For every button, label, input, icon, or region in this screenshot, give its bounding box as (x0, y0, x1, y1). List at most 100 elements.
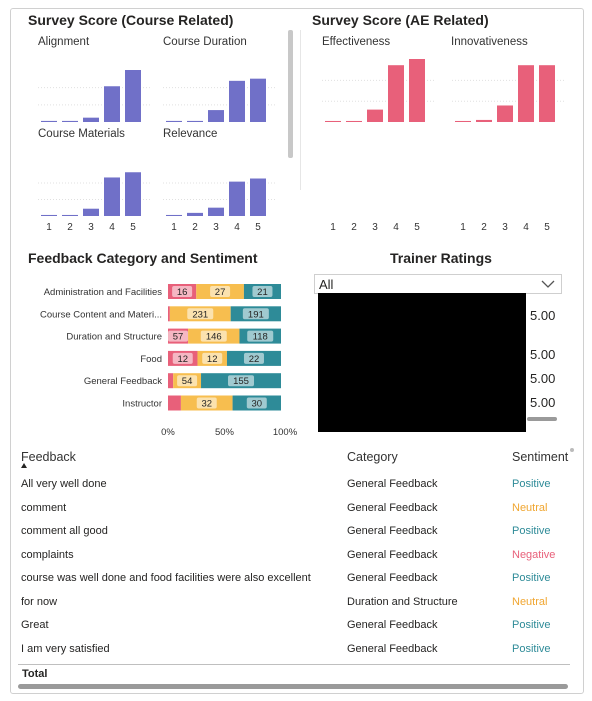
tick-label: 2 (67, 222, 73, 233)
score-bar[interactable] (497, 105, 513, 122)
score-bar[interactable] (166, 120, 182, 122)
x-tick-label: 0% (161, 427, 175, 438)
score-bar[interactable] (166, 214, 182, 216)
cell-feedback: comment all good (21, 525, 108, 537)
tick-label: 1 (460, 222, 466, 233)
cell-sentiment: Positive (512, 525, 551, 537)
data-label: 12 (177, 354, 188, 365)
column-header-sentiment[interactable]: Sentiment (512, 450, 569, 464)
tick-label: 4 (393, 222, 399, 233)
table-row[interactable]: course was well done and food facilities… (18, 568, 570, 591)
table-row[interactable]: Great General Feedback Positive (18, 615, 570, 638)
trainer-filter-value: All (319, 277, 334, 292)
score-bar[interactable] (325, 120, 341, 122)
data-label: 231 (192, 309, 208, 320)
mini-bar-chart: 1 2 3 4 5 (322, 59, 434, 233)
table-row[interactable]: comment all good General Feedback Positive (18, 521, 570, 544)
trainer-rating: 5.00 (530, 371, 556, 386)
tick-label: 3 (502, 222, 508, 233)
score-bar[interactable] (250, 78, 266, 122)
cell-feedback: Great (21, 619, 49, 631)
course-charts-scrollbar[interactable] (288, 30, 293, 158)
score-bar[interactable] (208, 207, 224, 216)
score-bar[interactable] (455, 120, 471, 122)
score-bar[interactable] (187, 212, 203, 216)
category-label: Instructor (122, 399, 162, 410)
data-label-bg (200, 330, 227, 342)
score-bar[interactable] (208, 110, 224, 122)
sort-ascending-icon (21, 463, 27, 468)
score-bar[interactable] (388, 65, 404, 122)
sentiment-segment-negative[interactable] (168, 395, 181, 411)
mini-chart-title: Alignment (38, 36, 90, 48)
cell-sentiment: Neutral (512, 595, 548, 608)
sentiment-segment-negative[interactable] (168, 373, 174, 389)
score-bar[interactable] (346, 120, 362, 122)
tick-label: 2 (351, 222, 357, 233)
column-header-category[interactable]: Category (347, 450, 398, 464)
table-row[interactable]: comment General Feedback Neutral (18, 498, 570, 521)
x-tick-label: 50% (215, 427, 235, 438)
column-header-feedback[interactable]: Feedback (21, 450, 76, 464)
cell-category: General Feedback (347, 642, 438, 655)
score-bar[interactable] (229, 80, 245, 122)
score-bar[interactable] (125, 172, 141, 216)
feedback-section-title: Feedback Category and Sentiment (28, 250, 258, 266)
data-label: 21 (257, 287, 268, 298)
mini-chart-title: Innovativeness (451, 36, 528, 48)
table-row[interactable]: complaints General Feedback Negative (18, 545, 570, 568)
data-label: 22 (249, 354, 260, 365)
cell-category: General Feedback (347, 619, 438, 631)
score-bar[interactable] (41, 120, 57, 122)
mini-chart-title: Relevance (163, 128, 218, 140)
sentiment-segment-negative[interactable] (168, 306, 170, 322)
cell-sentiment: Positive (512, 642, 551, 655)
mini-bar-chart: 1 2 3 4 5 (38, 172, 150, 233)
data-label-bg (177, 375, 198, 387)
tick-label: 4 (234, 222, 240, 233)
score-bar[interactable] (62, 214, 78, 216)
table-row[interactable]: I am very satisfied General Feedback Posit… (18, 639, 570, 662)
tick-label: 3 (88, 222, 94, 233)
score-bar[interactable] (409, 59, 425, 122)
trainer-table-scrollbar[interactable] (527, 417, 557, 421)
score-bar[interactable] (104, 177, 120, 216)
score-bar[interactable] (83, 117, 99, 122)
cell-feedback: course was well done and food facilities… (21, 572, 311, 584)
table-row[interactable]: All very well done General Feedback Positi… (18, 474, 570, 497)
table-row[interactable]: for now Duration and Structure Neutral (18, 592, 570, 615)
score-bar[interactable] (539, 65, 555, 122)
score-bar[interactable] (83, 208, 99, 216)
score-bar[interactable] (367, 109, 383, 122)
score-bar[interactable] (187, 120, 203, 122)
cell-feedback: complaints (21, 548, 74, 561)
table-horizontal-scrollbar[interactable] (18, 684, 568, 689)
trainer-names-redacted (318, 293, 526, 432)
score-bar[interactable] (104, 86, 120, 122)
tick-label: 1 (46, 222, 52, 233)
trainer-filter-dropdown[interactable]: All (314, 274, 562, 294)
score-bar[interactable] (125, 70, 141, 122)
mini-bar-chart (163, 78, 275, 122)
score-bar[interactable] (250, 178, 266, 217)
data-label-bg (252, 286, 273, 297)
trainer-rating: 5.00 (530, 395, 556, 410)
chevron-down-icon (541, 280, 555, 288)
cell-category: General Feedback (347, 548, 438, 561)
score-bar[interactable] (518, 65, 534, 122)
data-label-bg (172, 352, 193, 364)
score-bar[interactable] (62, 120, 78, 122)
cell-category: General Feedback (347, 501, 438, 514)
mini-bar-chart (38, 70, 150, 122)
feedback-sentiment-chart: Administration and Facilities 16 27 21 Cours… (40, 284, 298, 438)
data-label-bg (172, 286, 193, 297)
score-bar[interactable] (229, 181, 245, 216)
mini-chart-title: Course Materials (38, 128, 125, 140)
data-label-bg (202, 352, 223, 364)
cell-sentiment: Negative (512, 548, 556, 561)
total-divider (18, 664, 570, 665)
score-bar[interactable] (476, 119, 492, 122)
data-label: 146 (206, 332, 222, 343)
cell-sentiment: Positive (512, 619, 551, 631)
score-bar[interactable] (41, 214, 57, 216)
